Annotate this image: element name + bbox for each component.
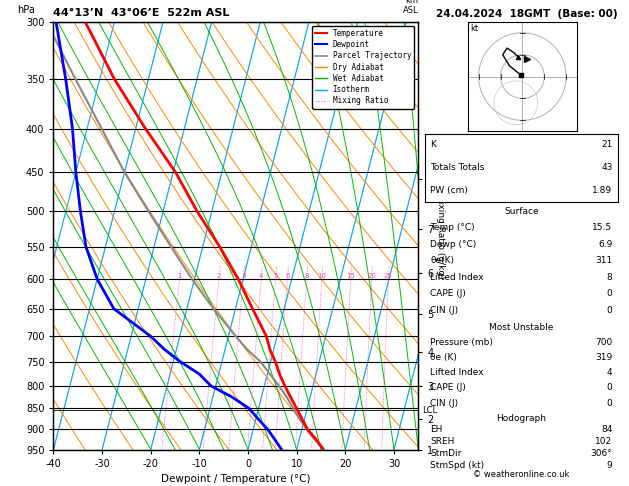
Legend: Temperature, Dewpoint, Parcel Trajectory, Dry Adiabat, Wet Adiabat, Isotherm, Mi: Temperature, Dewpoint, Parcel Trajectory… xyxy=(312,26,415,108)
Text: 306°: 306° xyxy=(591,449,613,458)
Text: 8: 8 xyxy=(304,273,309,279)
Text: Surface: Surface xyxy=(504,207,539,216)
Text: 0: 0 xyxy=(607,383,613,393)
Text: 43: 43 xyxy=(601,163,613,172)
Text: Hodograph: Hodograph xyxy=(496,414,547,422)
Text: 0: 0 xyxy=(607,399,613,408)
Text: StmDir: StmDir xyxy=(430,449,462,458)
Text: StmSpd (kt): StmSpd (kt) xyxy=(430,461,484,470)
Text: 21: 21 xyxy=(601,140,613,150)
Text: Totals Totals: Totals Totals xyxy=(430,163,485,172)
Text: 6.9: 6.9 xyxy=(598,240,613,249)
Text: SREH: SREH xyxy=(430,437,455,446)
Text: 700: 700 xyxy=(595,338,613,347)
Text: 44°13’N  43°06’E  522m ASL: 44°13’N 43°06’E 522m ASL xyxy=(53,8,230,18)
Text: 8: 8 xyxy=(607,273,613,282)
Text: hPa: hPa xyxy=(17,5,35,16)
Text: 15: 15 xyxy=(346,273,355,279)
Text: Lifted Index: Lifted Index xyxy=(430,368,484,377)
Y-axis label: Mixing Ratio (g/kg): Mixing Ratio (g/kg) xyxy=(436,193,445,278)
Text: 0: 0 xyxy=(607,289,613,298)
Text: 2: 2 xyxy=(217,273,221,279)
Text: 3: 3 xyxy=(241,273,245,279)
Text: 311: 311 xyxy=(595,256,613,265)
Text: Lifted Index: Lifted Index xyxy=(430,273,484,282)
Text: Dewp (°C): Dewp (°C) xyxy=(430,240,477,249)
X-axis label: Dewpoint / Temperature (°C): Dewpoint / Temperature (°C) xyxy=(161,474,311,484)
Text: Pressure (mb): Pressure (mb) xyxy=(430,338,493,347)
Text: 15.5: 15.5 xyxy=(593,224,613,232)
Text: 4: 4 xyxy=(259,273,264,279)
Text: 319: 319 xyxy=(595,353,613,362)
Text: 9: 9 xyxy=(607,461,613,470)
Text: CAPE (J): CAPE (J) xyxy=(430,383,466,393)
Text: Temp (°C): Temp (°C) xyxy=(430,224,475,232)
Text: 10: 10 xyxy=(318,273,326,279)
Text: CIN (J): CIN (J) xyxy=(430,306,459,314)
Text: 20: 20 xyxy=(367,273,376,279)
Text: 24.04.2024  18GMT  (Base: 00): 24.04.2024 18GMT (Base: 00) xyxy=(437,9,618,19)
Text: 5: 5 xyxy=(274,273,278,279)
Text: 6: 6 xyxy=(285,273,290,279)
Text: © weatheronline.co.uk: © weatheronline.co.uk xyxy=(472,469,569,479)
Text: CAPE (J): CAPE (J) xyxy=(430,289,466,298)
Text: 102: 102 xyxy=(596,437,613,446)
Text: kt: kt xyxy=(470,24,478,33)
Text: 4: 4 xyxy=(607,368,613,377)
Text: θe (K): θe (K) xyxy=(430,353,457,362)
Text: 25: 25 xyxy=(384,273,392,279)
Text: PW (cm): PW (cm) xyxy=(430,186,468,195)
Text: LCL: LCL xyxy=(422,406,437,415)
Text: Most Unstable: Most Unstable xyxy=(489,323,554,332)
Text: CIN (J): CIN (J) xyxy=(430,399,459,408)
Text: km
ASL: km ASL xyxy=(403,0,418,16)
Text: 1.89: 1.89 xyxy=(593,186,613,195)
Text: EH: EH xyxy=(430,425,443,434)
Text: K: K xyxy=(430,140,437,150)
Text: 0: 0 xyxy=(607,306,613,314)
Text: 84: 84 xyxy=(601,425,613,434)
Text: θe(K): θe(K) xyxy=(430,256,454,265)
Text: 1: 1 xyxy=(177,273,182,279)
